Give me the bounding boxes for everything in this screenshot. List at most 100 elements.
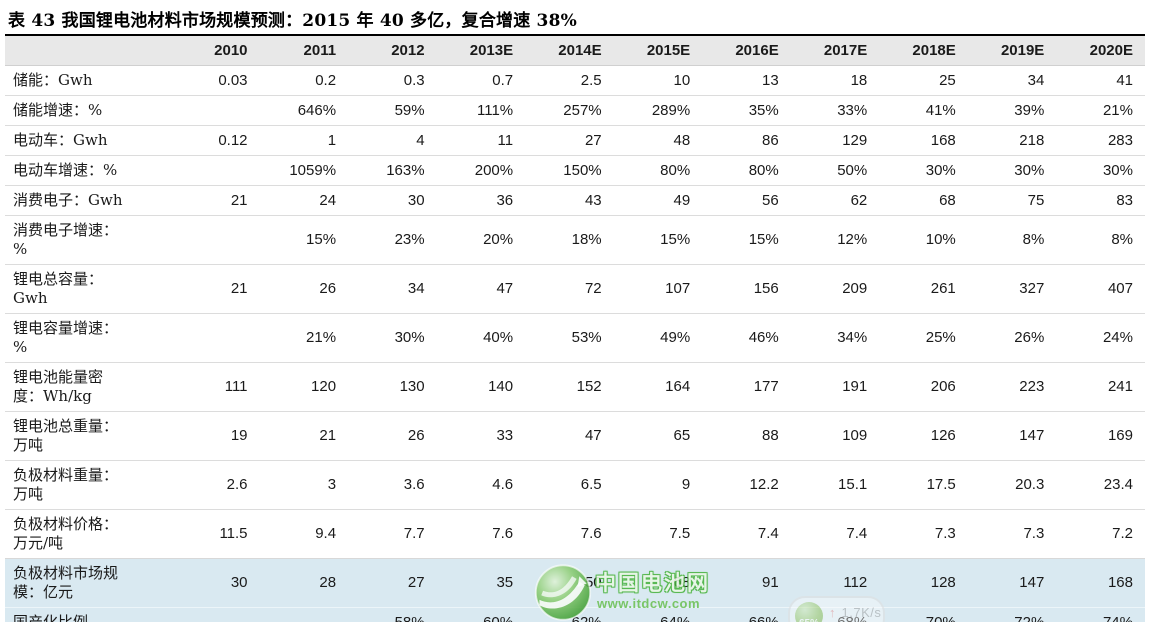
- cell: 17.5: [879, 460, 968, 510]
- row-label: 电动车：Gwh: [5, 125, 171, 156]
- cell: 3: [259, 460, 349, 510]
- row-label: 锂电池能量密度：Wh/kg: [5, 362, 171, 412]
- table-header: 2010 2011 2012 2013E 2014E 2015E 2016E 2…: [5, 34, 1145, 66]
- cell: 0.12: [171, 125, 260, 156]
- cell: 47: [525, 411, 614, 461]
- cell: 7.4: [790, 509, 880, 559]
- cell: 88: [702, 411, 791, 461]
- row-label: 负极材料价格：万元/吨: [5, 509, 171, 559]
- cell: [171, 313, 260, 363]
- cell: 24: [259, 185, 349, 216]
- cell: 109: [790, 411, 880, 461]
- cell: 241: [1056, 362, 1145, 412]
- cell: 80%: [702, 155, 791, 186]
- cell: 0.2: [259, 65, 349, 96]
- cell: 68: [613, 558, 703, 608]
- row-label: 消费电子：Gwh: [5, 185, 171, 216]
- cell: 30%: [348, 313, 437, 363]
- cell: 327: [967, 264, 1057, 314]
- cell: 1059%: [259, 155, 349, 186]
- cell: 23.4: [1056, 460, 1145, 510]
- cell: 18%: [525, 215, 614, 265]
- cell: 39%: [967, 95, 1057, 126]
- cell: 164: [613, 362, 703, 412]
- column-header-2012: 2012: [348, 34, 437, 66]
- cell: 6.5: [525, 460, 614, 510]
- forecast-table: 2010 2011 2012 2013E 2014E 2015E 2016E 2…: [5, 34, 1145, 622]
- cell: 177: [702, 362, 791, 412]
- cell: 15%: [613, 215, 703, 265]
- table-row: 锂电总容量：Gwh 21 26 34 47 72 107 156 209 261 327 407: [5, 264, 1145, 314]
- cell: 646%: [259, 95, 349, 126]
- cell: 41: [1056, 65, 1145, 96]
- cell: 7.5: [613, 509, 703, 559]
- cell: 21: [171, 185, 260, 216]
- cell: 111%: [436, 95, 526, 126]
- cell: 128: [879, 558, 968, 608]
- cell: 33%: [790, 95, 880, 126]
- cell: 62: [790, 185, 880, 216]
- cell: 140: [436, 362, 526, 412]
- cell: 25%: [879, 313, 968, 363]
- cell: [259, 607, 349, 622]
- cell: 27: [525, 125, 614, 156]
- cell: 48: [613, 125, 703, 156]
- cell: 46%: [702, 313, 791, 363]
- cell: 26: [259, 264, 349, 314]
- cell: 34%: [790, 313, 880, 363]
- header-row: 2010 2011 2012 2013E 2014E 2015E 2016E 2…: [5, 34, 1145, 66]
- page-title: 表 43 我国锂电池材料市场规模预测：2015 年 40 多亿，复合增速 38%: [8, 11, 577, 31]
- cell: 407: [1056, 264, 1145, 314]
- cell: 10%: [879, 215, 968, 265]
- cell: 35: [436, 558, 526, 608]
- cell: 0.3: [348, 65, 437, 96]
- table-row: 储能：Gwh 0.03 0.2 0.3 0.7 2.5 10 13 18 25 34 41: [5, 65, 1145, 96]
- cell: 4.6: [436, 460, 526, 510]
- row-label: 储能：Gwh: [5, 65, 171, 96]
- table-row: 电动车：Gwh 0.12 1 4 11 27 48 86 129 168 218 283: [5, 125, 1145, 156]
- column-header-2018e: 2018E: [879, 34, 968, 66]
- column-header-2017e: 2017E: [790, 34, 880, 66]
- row-label: 国产化比例: [5, 607, 171, 622]
- cell: 27: [348, 558, 437, 608]
- cell: 50%: [790, 155, 880, 186]
- cell: 49: [613, 185, 703, 216]
- cell: 7.6: [525, 509, 614, 559]
- cell: 35%: [702, 95, 791, 126]
- cell: [171, 607, 260, 622]
- cell: 3.6: [348, 460, 437, 510]
- column-header-2019e: 2019E: [967, 34, 1057, 66]
- cell: 10: [613, 65, 703, 96]
- cell: 129: [790, 125, 880, 156]
- cell: 23%: [348, 215, 437, 265]
- table-body: 储能：Gwh 0.03 0.2 0.3 0.7 2.5 10 13 18 25 34 41 储能增速：%…: [5, 65, 1145, 622]
- cell: 43: [525, 185, 614, 216]
- cell: 20%: [436, 215, 526, 265]
- cell: [171, 215, 260, 265]
- cell: 209: [790, 264, 880, 314]
- column-header-2013e: 2013E: [436, 34, 526, 66]
- cell: 7.2: [1056, 509, 1145, 559]
- cell: 111: [171, 362, 260, 412]
- cell: 12%: [790, 215, 880, 265]
- cell: 152: [525, 362, 614, 412]
- cell: 112: [790, 558, 880, 608]
- cell: 9.4: [259, 509, 349, 559]
- cell: 15.1: [790, 460, 880, 510]
- table-row: 消费电子增速：% 15% 23% 20% 18% 15% 15% 12% 10% 8% 8%: [5, 215, 1145, 265]
- cell: 65: [613, 411, 703, 461]
- column-header-2015e: 2015E: [613, 34, 703, 66]
- row-label: 负极材料市场规模：亿元: [5, 558, 171, 608]
- cell: 9: [613, 460, 703, 510]
- column-header-2016e: 2016E: [702, 34, 791, 66]
- cell: 11.5: [171, 509, 260, 559]
- cell: 11: [436, 125, 526, 156]
- column-header-2020e: 2020E: [1056, 34, 1145, 66]
- cell: 53%: [525, 313, 614, 363]
- cell: 8%: [967, 215, 1057, 265]
- cell: 70%: [879, 607, 968, 622]
- cell: 64%: [613, 607, 703, 622]
- cell: 19: [171, 411, 260, 461]
- cell: 191: [790, 362, 880, 412]
- cell: 223: [967, 362, 1057, 412]
